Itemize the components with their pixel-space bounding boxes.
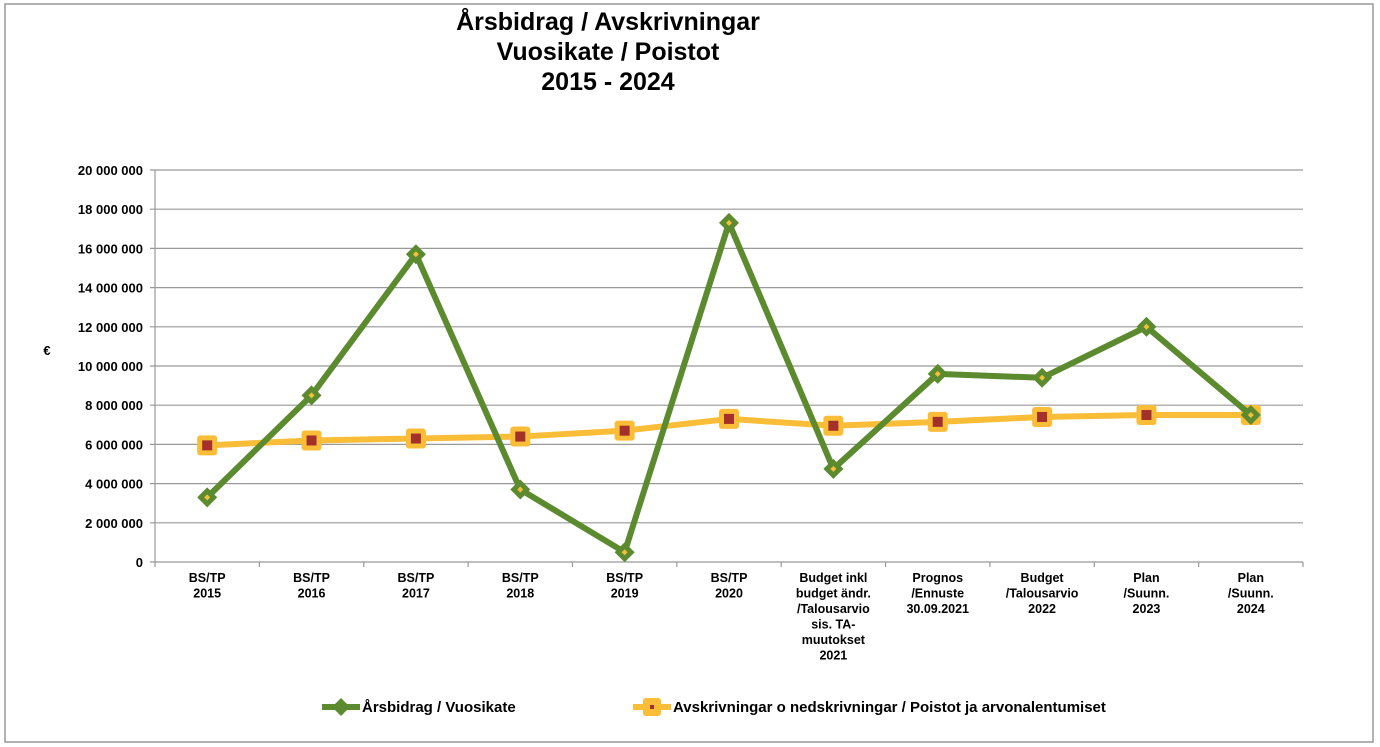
y-tick-label: 8 000 000 [85,398,143,413]
x-tick-label: Plan/Suunn. 2024 [1228,571,1274,616]
marker-center [830,465,837,472]
legend-marker-center [650,705,654,709]
data-point [823,458,844,479]
frame [4,3,1374,743]
marker-center [1247,412,1254,418]
data-point [719,212,739,233]
x-tick-label: Plan/Suunn. 2023 [1124,571,1170,616]
marker-center [410,433,421,444]
y-tick-label: 6 000 000 [85,437,143,452]
marker-center [517,486,524,493]
data-point [405,428,426,449]
data-point [823,415,844,436]
x-tick-label: BS/TP 2019 [606,571,643,601]
data-point [197,487,218,508]
legend-marker [332,698,350,716]
legend-label: Årsbidrag / Vuosikate [362,699,516,716]
y-tick-label: 18 000 000 [78,202,143,217]
y-tick-label: 2 000 000 [85,516,143,531]
data-point [614,542,635,563]
x-tick-label: BS/TP 2015 [189,571,226,601]
data-point [510,479,531,500]
chart-title: Årsbidrag / Avskrivningar Vuosikate / Poi… [456,7,760,96]
marker-center [619,425,630,436]
x-tick-label: BS/TP 2018 [502,571,539,601]
marker-center [412,251,419,258]
y-tick-label: 16 000 000 [78,241,143,256]
series-line [205,219,1253,556]
data-point [510,426,531,447]
marker-center [1143,323,1150,330]
data-point [1032,367,1053,388]
y-tick-label: 4 000 000 [85,477,143,492]
data-point [927,411,948,432]
x-tick-label: BS/TP 2017 [398,571,435,601]
y-tick-label: 20 000 000 [78,163,143,178]
legend-label: Avskrivningar o nedskrivningar / Poistot… [673,699,1106,716]
marker-center [934,370,941,377]
y-tick-label: 10 000 000 [78,359,143,374]
data-point [197,435,218,456]
x-tick-label: Prognos/Ennuste 30.09.2021 [906,571,969,616]
data-point [1136,405,1157,425]
marker-center [1037,411,1048,422]
x-tick-label: Budget inkl budget ändr./Talousarvio sis. … [796,571,871,663]
data-point [927,363,948,384]
marker-center [828,420,839,431]
x-tick-label: Budget/Talousarvio 2022 [1006,571,1079,616]
marker-center [308,392,315,399]
data-point [405,244,426,265]
marker-center [515,431,526,442]
marker-center [726,219,732,226]
marker-center [1039,374,1046,381]
data-point [614,420,635,441]
marker-center [1141,410,1152,420]
x-tick-label: BS/TP 2016 [293,571,330,601]
y-axis-label: € [43,343,50,358]
marker-center [306,435,317,446]
x-tick-label: BS/TP 2020 [711,571,748,601]
data-point [1136,316,1157,337]
data-point [301,385,322,406]
data-point [1032,406,1053,427]
marker-center [932,416,943,427]
marker-center [204,494,211,501]
marker-center [724,413,734,424]
marker-center [202,440,213,451]
data-point [301,430,322,451]
y-tick-label: 12 000 000 [78,320,143,335]
marker-center [621,549,628,556]
y-tick-label: 14 000 000 [78,281,143,296]
data-point [719,408,739,429]
data-point [1240,405,1261,425]
y-tick-label: 0 [136,555,143,570]
